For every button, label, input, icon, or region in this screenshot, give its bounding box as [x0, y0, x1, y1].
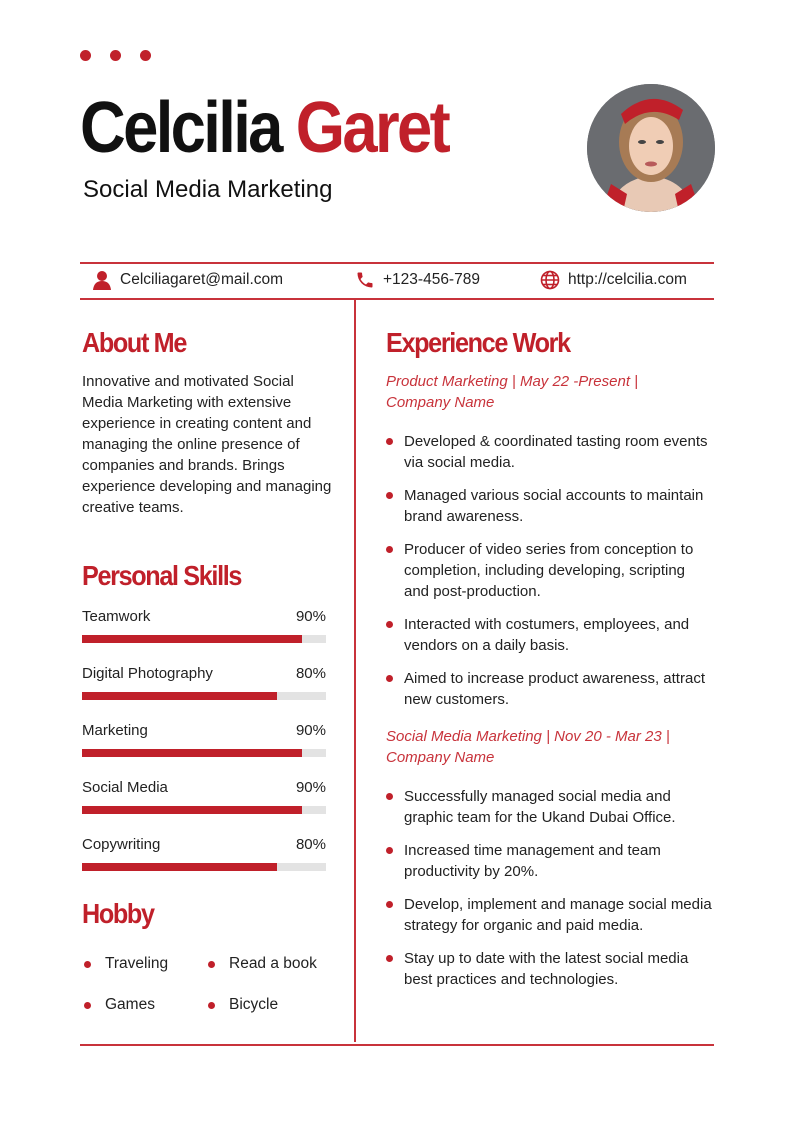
- skill-label: Marketing: [82, 722, 148, 739]
- bullet-icon: [386, 438, 393, 445]
- skill-value: 80%: [295, 665, 326, 682]
- contact-phone[interactable]: +123-456-789: [355, 270, 480, 290]
- bullet-text: Increased time management and team produ…: [404, 842, 661, 880]
- skill-bar: [82, 863, 326, 871]
- skill-bar: [82, 692, 326, 700]
- bullet-icon: [386, 492, 393, 499]
- bullet-icon: [386, 546, 393, 553]
- skill-bar: [82, 806, 326, 814]
- skill-bar: [82, 749, 326, 757]
- bullet-text: Producer of video series from conception…: [404, 541, 694, 600]
- skill-label: Digital Photography: [82, 665, 213, 682]
- skill-label: Copywriting: [82, 836, 161, 853]
- list-item: Increased time management and team produ…: [386, 840, 716, 882]
- bullet-icon: [386, 621, 393, 628]
- skill-item: Digital Photography 80%: [82, 665, 326, 700]
- list-item: Interacted with costumers, employees, an…: [386, 614, 716, 656]
- divider-top: [80, 262, 714, 264]
- bullet-icon: [84, 960, 91, 968]
- hobby-item: Read a book: [208, 955, 317, 973]
- column-divider: [354, 300, 356, 1042]
- skill-bar-fill: [82, 749, 302, 757]
- decor-dot: [80, 50, 91, 61]
- skill-label: Teamwork: [82, 608, 151, 625]
- about-heading: About Me: [82, 327, 187, 358]
- bullet-icon: [386, 793, 393, 800]
- experience-list: Product Marketing | May 22 -Present | Co…: [386, 371, 716, 1002]
- hobby-item: Games: [84, 996, 155, 1014]
- phone-icon: [357, 272, 373, 288]
- email-text: Celciliagaret@mail.com: [120, 271, 284, 288]
- skill-item: Teamwork 90%: [82, 608, 326, 643]
- job-role: Product Marketing | May 22 -Present | Co…: [386, 373, 639, 411]
- skills-heading: Personal Skills: [82, 560, 242, 591]
- full-name: Celcilia Garet: [80, 92, 451, 164]
- list-item: Successfully managed social media and gr…: [386, 786, 716, 828]
- profile-photo: [587, 84, 715, 212]
- contact-website[interactable]: http://celcilia.com: [540, 270, 687, 290]
- skill-value: 90%: [295, 779, 326, 796]
- job-role: Social Media Marketing | Nov 20 - Mar 23…: [386, 728, 670, 766]
- skill-bar-fill: [82, 635, 302, 643]
- last-name: Garet: [295, 88, 451, 168]
- job-title: Social Media Marketing: [83, 176, 333, 203]
- divider-bottom: [80, 1044, 714, 1046]
- job-entry: Product Marketing | May 22 -Present | Co…: [386, 371, 716, 710]
- bullet-icon: [386, 847, 393, 854]
- globe-icon: [540, 270, 560, 290]
- job-bullets: Successfully managed social media and gr…: [386, 786, 716, 990]
- hobby-item: Traveling: [84, 955, 168, 973]
- website-text: http://celcilia.com: [568, 271, 687, 288]
- hobby-label: Bicycle: [229, 996, 279, 1013]
- bullet-text: Stay up to date with the latest social m…: [404, 950, 689, 988]
- hobby-item: Bicycle: [208, 996, 278, 1014]
- bullet-icon: [208, 1001, 215, 1009]
- bullet-text: Managed various social accounts to maint…: [404, 487, 704, 525]
- bullet-text: Developed & coordinated tasting room eve…: [404, 433, 708, 471]
- bullet-text: Interacted with costumers, employees, an…: [404, 616, 690, 654]
- divider-contact: [80, 298, 714, 300]
- skill-value: 90%: [295, 608, 326, 625]
- hobby-heading: Hobby: [82, 898, 155, 929]
- bullet-text: Develop, implement and manage social med…: [404, 896, 712, 934]
- hobby-label: Traveling: [105, 955, 169, 972]
- job-entry: Social Media Marketing | Nov 20 - Mar 23…: [386, 726, 716, 990]
- list-item: Develop, implement and manage social med…: [386, 894, 716, 936]
- skill-bar-fill: [82, 692, 278, 700]
- job-bullets: Developed & coordinated tasting room eve…: [386, 431, 716, 710]
- hobby-label: Games: [105, 996, 155, 1013]
- list-item: Stay up to date with the latest social m…: [386, 948, 716, 990]
- skill-value: 90%: [295, 722, 326, 739]
- skill-bar: [82, 635, 326, 643]
- skill-label: Social Media: [82, 779, 168, 796]
- skill-value: 80%: [295, 836, 326, 853]
- skill-bar-fill: [82, 863, 278, 871]
- list-item: Aimed to increase product awareness, att…: [386, 668, 716, 710]
- first-name: Celcilia: [80, 88, 283, 168]
- decor-dot: [140, 50, 151, 61]
- bullet-text: Successfully managed social media and gr…: [404, 788, 676, 826]
- bullet-icon: [386, 955, 393, 962]
- skill-item: Marketing 90%: [82, 722, 326, 757]
- experience-heading: Experience Work: [386, 327, 571, 358]
- bullet-icon: [386, 901, 393, 908]
- list-item: Developed & coordinated tasting room eve…: [386, 431, 716, 473]
- list-item: Producer of video series from conception…: [386, 539, 716, 602]
- list-item: Managed various social accounts to maint…: [386, 485, 716, 527]
- about-text: Innovative and motivated Social Media Ma…: [82, 373, 332, 516]
- skill-item: Copywriting 80%: [82, 836, 326, 871]
- bullet-icon: [386, 675, 393, 682]
- contact-email[interactable]: Celciliagaret@mail.com: [92, 270, 283, 290]
- hobby-label: Read a book: [229, 955, 317, 972]
- phone-text: +123-456-789: [383, 271, 480, 288]
- bullet-icon: [84, 1001, 91, 1009]
- bullet-text: Aimed to increase product awareness, att…: [404, 670, 705, 708]
- bullet-icon: [208, 960, 215, 968]
- user-icon: [93, 271, 111, 290]
- skill-bar-fill: [82, 806, 302, 814]
- skill-item: Social Media 90%: [82, 779, 326, 814]
- decor-dot: [110, 50, 121, 61]
